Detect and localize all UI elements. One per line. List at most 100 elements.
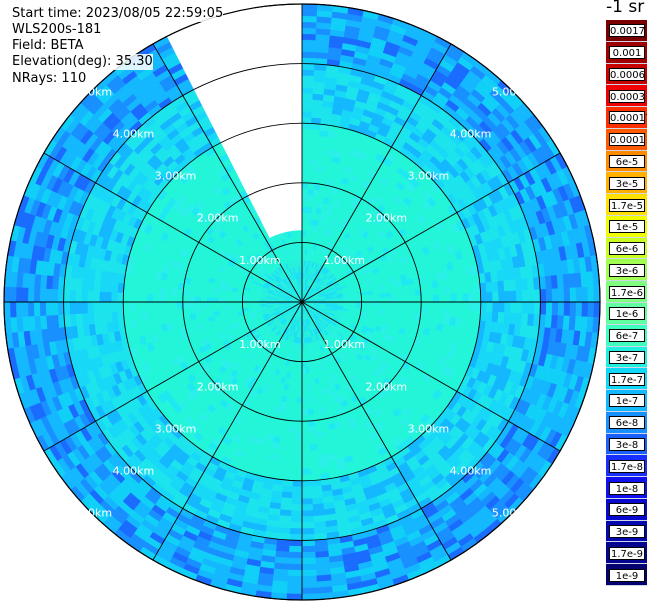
data-cell — [122, 292, 130, 303]
data-cell — [165, 280, 173, 289]
data-cell — [361, 298, 368, 303]
data-cell — [355, 295, 362, 300]
data-cell — [242, 304, 249, 309]
data-cell — [414, 289, 422, 297]
data-cell — [563, 301, 571, 317]
data-cell — [93, 312, 101, 325]
data-cell — [313, 69, 327, 77]
data-cell — [286, 587, 303, 595]
data-cell — [81, 313, 89, 326]
data-cell — [301, 218, 307, 225]
data-cell — [194, 307, 202, 314]
data-cell — [593, 301, 601, 318]
data-cell — [280, 431, 289, 439]
data-cell — [504, 290, 511, 303]
data-cell — [306, 384, 312, 392]
data-cell — [402, 290, 410, 297]
data-cell — [301, 212, 307, 219]
data-cell — [306, 396, 313, 404]
data-cell — [159, 316, 167, 325]
data-cell — [301, 9, 318, 17]
data-cell — [444, 301, 452, 311]
data-cell — [311, 395, 319, 403]
data-cell — [147, 309, 155, 319]
data-cell — [310, 384, 317, 392]
data-cell — [450, 293, 458, 303]
data-cell — [301, 575, 317, 583]
data-cell — [314, 544, 329, 553]
data-cell — [443, 316, 451, 326]
data-cell — [312, 407, 320, 415]
data-cell — [384, 292, 392, 298]
data-cell — [301, 188, 309, 196]
data-cell — [224, 305, 232, 311]
data-cell — [289, 527, 303, 535]
data-cell — [314, 171, 323, 179]
data-cell — [391, 296, 398, 303]
data-cell — [367, 301, 374, 306]
data-cell — [414, 295, 422, 303]
data-cell — [45, 274, 54, 290]
data-cell — [378, 293, 386, 299]
data-cell — [450, 301, 458, 311]
data-cell — [293, 456, 303, 464]
data-cell — [111, 291, 118, 303]
data-cell — [425, 281, 433, 290]
data-cell — [521, 313, 529, 326]
data-cell — [408, 301, 416, 309]
data-cell — [438, 286, 446, 296]
data-cell — [3, 301, 11, 318]
data-cell — [390, 291, 398, 298]
data-cell — [510, 301, 517, 314]
data-cell — [401, 284, 409, 292]
data-cell — [291, 498, 303, 505]
data-cell — [134, 293, 142, 303]
data-cell — [87, 290, 94, 303]
data-cell — [281, 425, 290, 433]
data-cell — [391, 301, 398, 308]
data-cell — [301, 510, 314, 517]
data-cell — [279, 503, 292, 511]
data-cell — [164, 301, 172, 310]
data-cell — [305, 372, 311, 380]
data-cell — [309, 444, 318, 452]
data-cell — [313, 527, 327, 535]
data-cell — [206, 291, 214, 298]
data-cell — [287, 563, 303, 571]
data-cell — [420, 295, 428, 303]
data-cell — [288, 426, 296, 434]
data-cell — [298, 361, 303, 368]
data-cell — [498, 301, 505, 313]
data-cell — [316, 159, 325, 167]
data-cell — [509, 312, 517, 325]
data-cell — [304, 349, 308, 356]
data-cell — [99, 280, 107, 292]
data-cell — [195, 312, 203, 320]
data-cell — [99, 301, 106, 313]
data-cell — [295, 414, 303, 422]
data-cell — [301, 27, 317, 35]
data-cell — [288, 557, 303, 565]
data-cell — [301, 194, 308, 202]
data-cell — [275, 544, 290, 553]
data-cell — [194, 290, 202, 297]
data-cell — [63, 289, 71, 303]
data-cell — [309, 152, 318, 160]
data-cell — [306, 212, 312, 220]
data-cell — [3, 286, 11, 303]
data-cell — [296, 397, 303, 404]
data-cell — [301, 117, 312, 124]
data-cell — [426, 294, 434, 303]
data-cell — [587, 301, 595, 318]
data-cell — [159, 279, 167, 288]
data-cell — [462, 301, 470, 311]
data-cell — [315, 431, 324, 439]
data-cell — [301, 57, 315, 65]
data-cell — [313, 81, 326, 89]
data-cell — [200, 291, 208, 298]
data-cell — [284, 461, 294, 469]
data-cell — [129, 283, 137, 294]
data-cell — [15, 286, 23, 303]
data-cell — [206, 306, 214, 313]
data-cell — [278, 521, 291, 529]
